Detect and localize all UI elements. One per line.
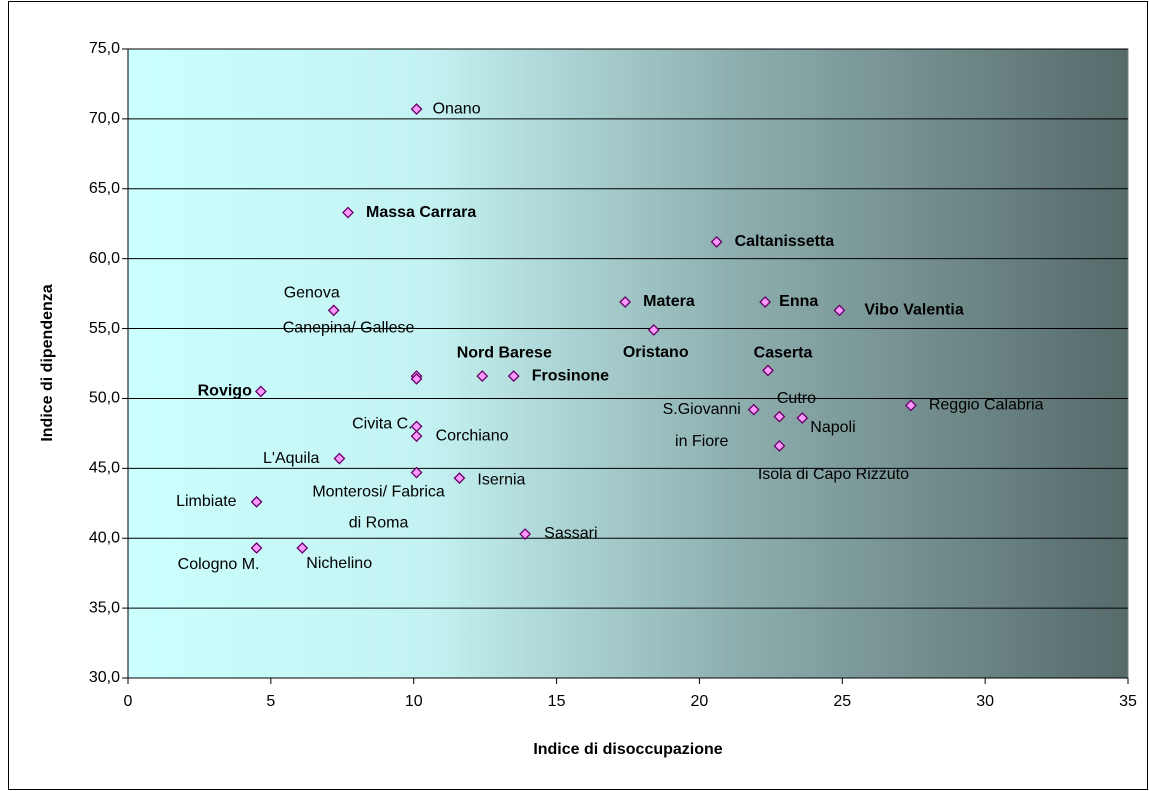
y-axis-title: Indice di dipendenza	[39, 284, 56, 441]
point-label: Monterosi/ Fabrica	[312, 484, 445, 501]
point-label: Genova	[284, 285, 340, 302]
marker	[904, 399, 917, 412]
x-tick-label: 5	[266, 693, 275, 710]
marker	[410, 103, 423, 116]
point-label: Massa Carrara	[366, 204, 476, 221]
point-label: S.Giovanni	[663, 401, 741, 418]
marker	[796, 412, 809, 424]
point-label: Cologno M.	[178, 556, 260, 573]
point-label: Onano	[433, 100, 481, 117]
marker	[254, 385, 267, 398]
point-label: L'Aquila	[263, 450, 320, 467]
x-tick-label: 30	[976, 693, 994, 710]
y-tick-label: 60,0	[89, 250, 120, 267]
marker	[410, 466, 423, 479]
x-tick-label: 15	[548, 693, 566, 710]
marker	[453, 472, 466, 485]
marker	[410, 372, 423, 385]
x-axis-title: Indice di disoccupazione	[533, 741, 722, 758]
y-tick-label: 70,0	[89, 110, 120, 127]
point-label: Cutro	[777, 390, 816, 407]
point-label: Limbiate	[176, 493, 237, 510]
point-label: Vibo Valentia	[864, 302, 963, 319]
marker	[759, 296, 772, 308]
y-tick-label: 40,0	[89, 529, 120, 546]
x-tick-label: 25	[833, 693, 851, 710]
marker	[762, 364, 774, 377]
y-tick-label: 50,0	[89, 390, 120, 407]
marker	[647, 324, 660, 336]
marker	[507, 370, 520, 382]
marker	[773, 410, 786, 423]
marker	[833, 304, 846, 317]
marker	[410, 430, 423, 443]
point-label: Sassari	[544, 525, 597, 542]
point-label: Matera	[643, 293, 695, 310]
x-tick-label: 0	[124, 693, 133, 710]
point-label: Reggio Calabria	[929, 397, 1044, 414]
point-label: di Roma	[349, 515, 409, 532]
point-label: Isernia	[477, 471, 525, 488]
point-label: Isola di Capo Rizzuto	[758, 466, 909, 483]
point-label: Corchiano	[436, 427, 509, 444]
marker	[519, 528, 532, 540]
point-label: in Fiore	[675, 433, 728, 450]
point-label: Canepina/ Gallese	[283, 319, 415, 336]
point-label: Nord Barese	[457, 344, 552, 361]
x-tick-label: 20	[691, 693, 709, 710]
point-label: Napoli	[810, 419, 855, 436]
point-label: Caserta	[754, 345, 813, 362]
plot-area	[127, 48, 1129, 679]
marker	[476, 370, 489, 382]
x-tick-label: 35	[1119, 693, 1137, 710]
point-label: Enna	[779, 293, 818, 310]
marker	[710, 235, 723, 248]
marker	[747, 403, 760, 416]
point-label: Rovigo	[198, 383, 252, 400]
marker	[250, 542, 263, 554]
y-tick-label: 65,0	[89, 180, 120, 197]
y-tick-label: 75,0	[89, 40, 120, 57]
y-tick-label: 30,0	[89, 669, 120, 686]
marker	[296, 542, 309, 554]
marker	[250, 495, 263, 508]
marker	[342, 206, 354, 219]
y-tick-label: 55,0	[89, 320, 120, 337]
point-label: Oristano	[623, 344, 689, 361]
x-tick-label: 10	[405, 693, 423, 710]
y-tick-label: 45,0	[89, 460, 120, 477]
marker	[619, 296, 632, 308]
marker	[327, 304, 340, 317]
point-label: Civita C.	[352, 416, 412, 433]
marker	[333, 452, 346, 465]
point-label: Frosinone	[532, 367, 609, 384]
y-tick-label: 35,0	[89, 599, 120, 616]
point-label: Caltanissetta	[735, 233, 835, 250]
marker	[773, 440, 786, 452]
point-label: Nichelino	[306, 555, 372, 572]
